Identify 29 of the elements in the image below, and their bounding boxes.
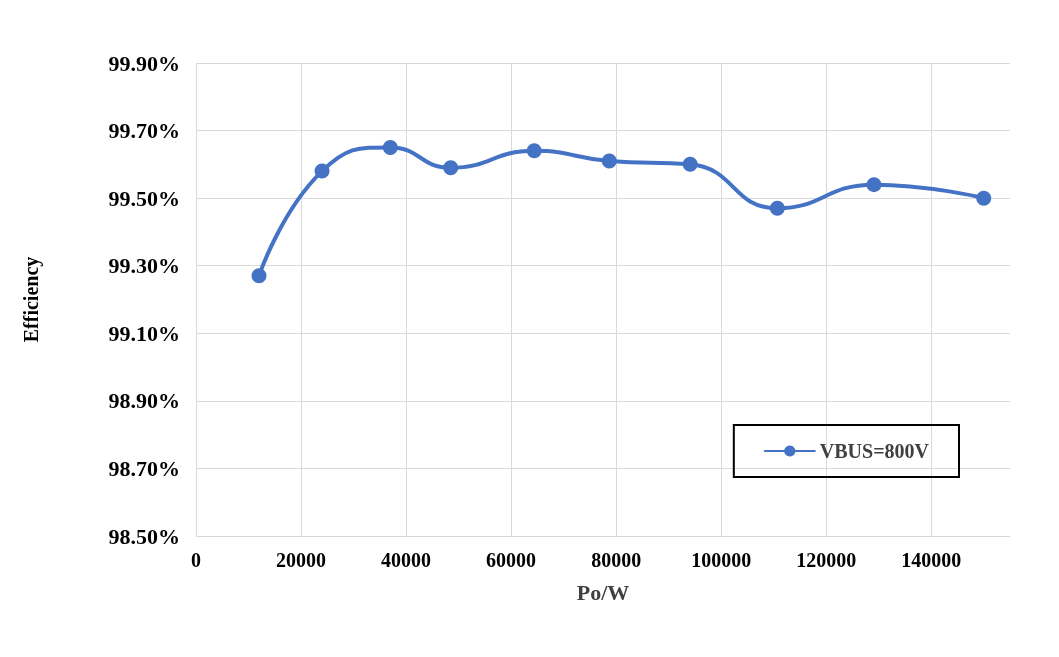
y-tick-label: 98.90% bbox=[108, 388, 180, 414]
point bbox=[682, 156, 698, 172]
y-tick-label: 99.30% bbox=[108, 253, 180, 279]
point bbox=[526, 143, 542, 159]
y-tick-label: 98.70% bbox=[108, 455, 180, 481]
x-tick-label: 40000 bbox=[381, 549, 432, 571]
y-tick-label: 99.10% bbox=[108, 320, 180, 346]
point bbox=[601, 153, 617, 169]
point bbox=[976, 190, 992, 206]
point bbox=[314, 163, 330, 179]
y-tick-label: 98.50% bbox=[108, 523, 180, 549]
y-tick-label: 99.90% bbox=[108, 50, 180, 76]
point bbox=[443, 160, 459, 176]
point bbox=[866, 177, 882, 193]
y-tick-label: 99.70% bbox=[108, 118, 180, 144]
y-tick-label: 99.50% bbox=[108, 185, 180, 211]
x-tick-label: 120000 bbox=[796, 549, 857, 571]
legend-label: VBUS=800V bbox=[819, 440, 930, 462]
x-tick-label: 20000 bbox=[276, 549, 327, 571]
x-tick-label: 0 bbox=[191, 549, 201, 571]
x-tick-label: 60000 bbox=[486, 549, 537, 571]
x-axis-title: Po/W bbox=[576, 579, 630, 605]
point bbox=[382, 139, 398, 155]
point bbox=[251, 268, 267, 284]
point bbox=[769, 200, 785, 216]
x-tick-label: 80000 bbox=[591, 549, 642, 571]
x-tick-label: 100000 bbox=[691, 549, 752, 571]
x-tick-label: 140000 bbox=[901, 549, 962, 571]
y-axis-title: Efficiency bbox=[20, 256, 43, 343]
